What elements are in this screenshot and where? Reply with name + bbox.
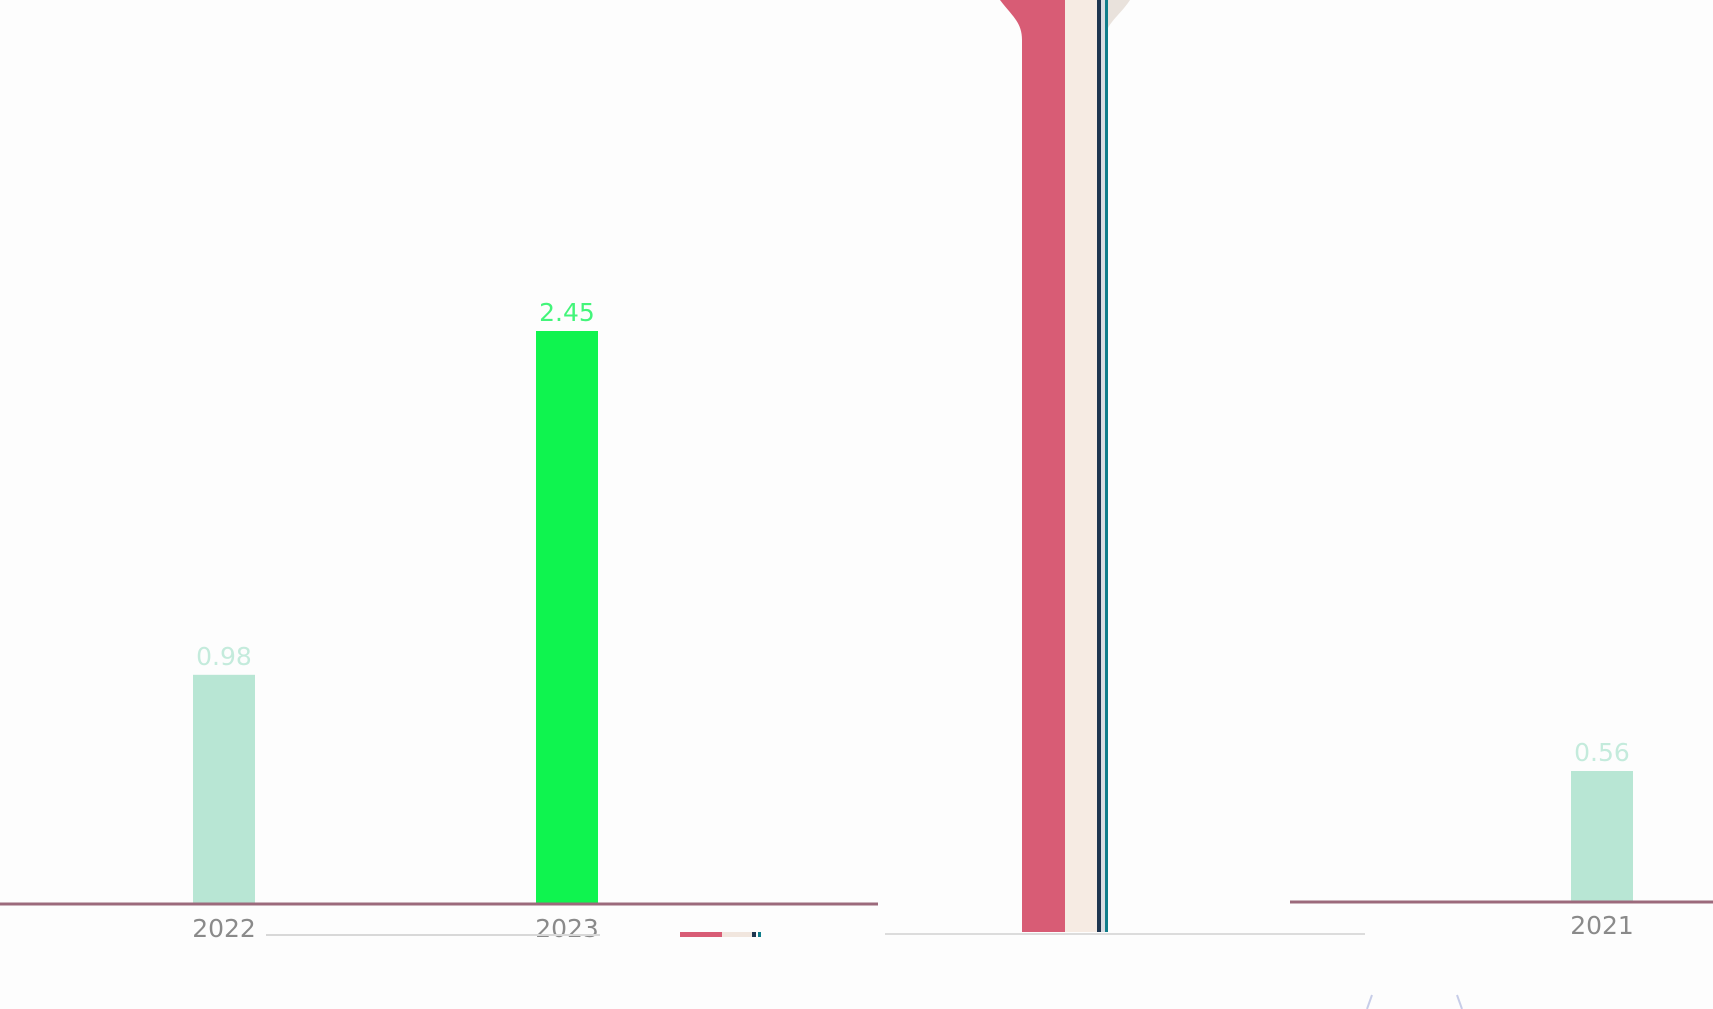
data-label-2021: 0.56	[1574, 738, 1630, 767]
stripe-teal	[1105, 0, 1108, 932]
data-label-2022: 0.98	[196, 642, 252, 671]
x-tick-label-2021: 2021	[1570, 911, 1634, 940]
bar-2023	[536, 331, 598, 904]
stripe-red	[1022, 0, 1065, 932]
mini-legend-swatch-cream	[722, 932, 752, 937]
faint-curve-left	[1366, 994, 1373, 1009]
mini-legend-swatch-teal	[758, 932, 761, 937]
data-label-2023: 2.45	[539, 298, 595, 327]
x-tick-label-2022: 2022	[192, 914, 256, 943]
bar-chart-right: 0.56 2021	[1290, 738, 1713, 940]
stripe-navy	[1097, 0, 1101, 932]
faint-curve-right	[1456, 994, 1463, 1009]
bar-2022	[193, 674, 255, 904]
stripe-light	[1101, 0, 1105, 932]
vertical-stripe-band	[1000, 0, 1130, 932]
stripe-top-flare-right	[1108, 0, 1130, 28]
x-tick-label-2023: 2023	[535, 914, 599, 943]
bar-2021	[1571, 771, 1633, 902]
bar-chart-left: 0.98 2.45 2022 2023	[0, 298, 878, 943]
faint-bottom-strip	[266, 932, 1463, 1009]
mini-legend-swatch-red	[680, 932, 722, 937]
mini-legend-swatch-navy	[752, 932, 756, 937]
stripe-cream	[1065, 0, 1097, 932]
